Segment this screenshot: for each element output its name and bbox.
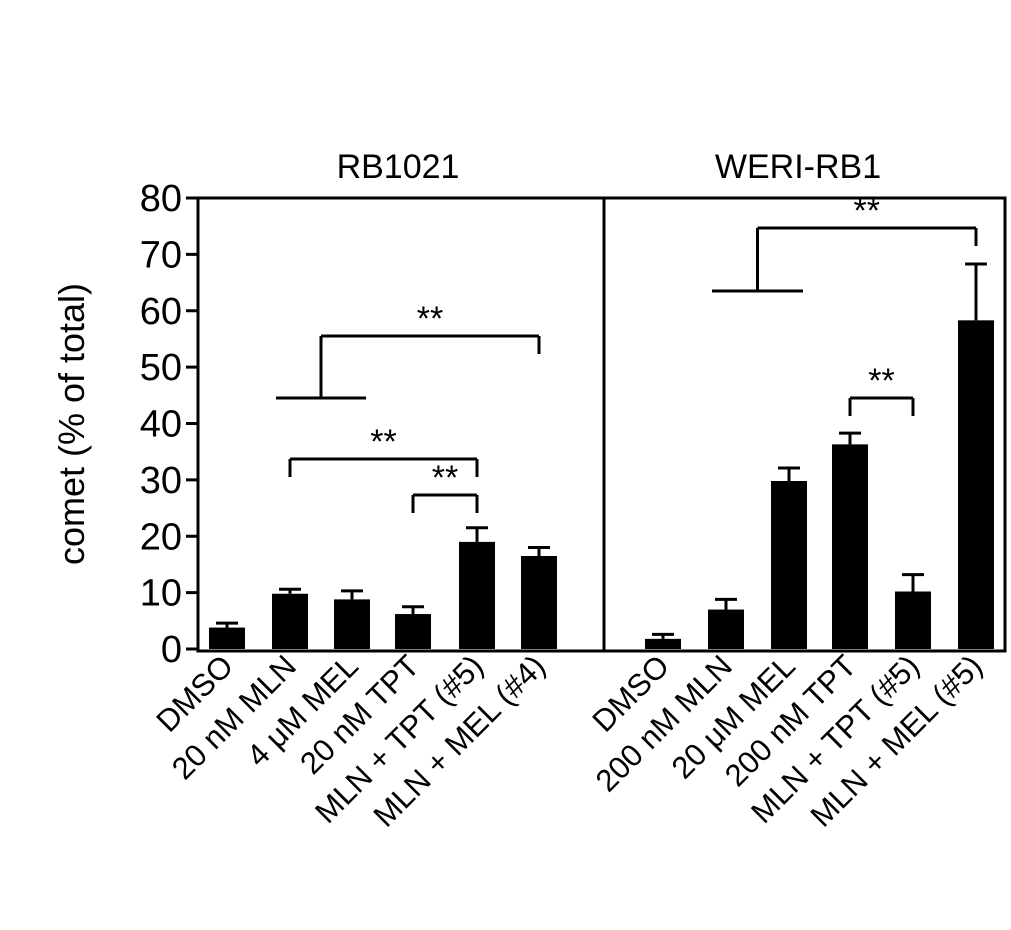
bar <box>395 614 431 649</box>
bar <box>771 481 807 649</box>
bar <box>334 599 370 649</box>
y-tick-label: 20 <box>140 516 182 558</box>
bar <box>832 444 868 649</box>
rb1021-panel-title: RB1021 <box>337 148 460 186</box>
significance-label: ** <box>370 423 396 461</box>
bar <box>521 555 557 649</box>
y-tick-label: 0 <box>161 629 182 671</box>
y-tick-label: 10 <box>140 573 182 615</box>
y-tick-label: 30 <box>140 460 182 502</box>
significance-label: ** <box>417 300 443 338</box>
significance-label: ** <box>432 459 458 497</box>
bar <box>459 541 495 649</box>
y-tick-label: 70 <box>140 234 182 276</box>
bar <box>272 593 308 649</box>
significance-label: ** <box>854 192 880 230</box>
weri-panel-frame <box>602 196 1007 653</box>
bar <box>645 638 681 649</box>
significance-label: ** <box>868 362 894 400</box>
bar <box>958 320 994 649</box>
y-axis: 0 10 20 30 40 50 60 70 80 <box>140 178 198 671</box>
y-tick-label: 60 <box>140 291 182 333</box>
y-axis-label: comet (% of total) <box>51 283 92 565</box>
y-tick-label: 50 <box>140 347 182 389</box>
bar <box>209 627 245 649</box>
weri-panel-title: WERI-RB1 <box>715 148 881 186</box>
bar <box>708 609 744 649</box>
y-tick-label: 80 <box>140 178 182 220</box>
y-tick-label: 40 <box>140 404 182 446</box>
bar <box>895 591 931 649</box>
